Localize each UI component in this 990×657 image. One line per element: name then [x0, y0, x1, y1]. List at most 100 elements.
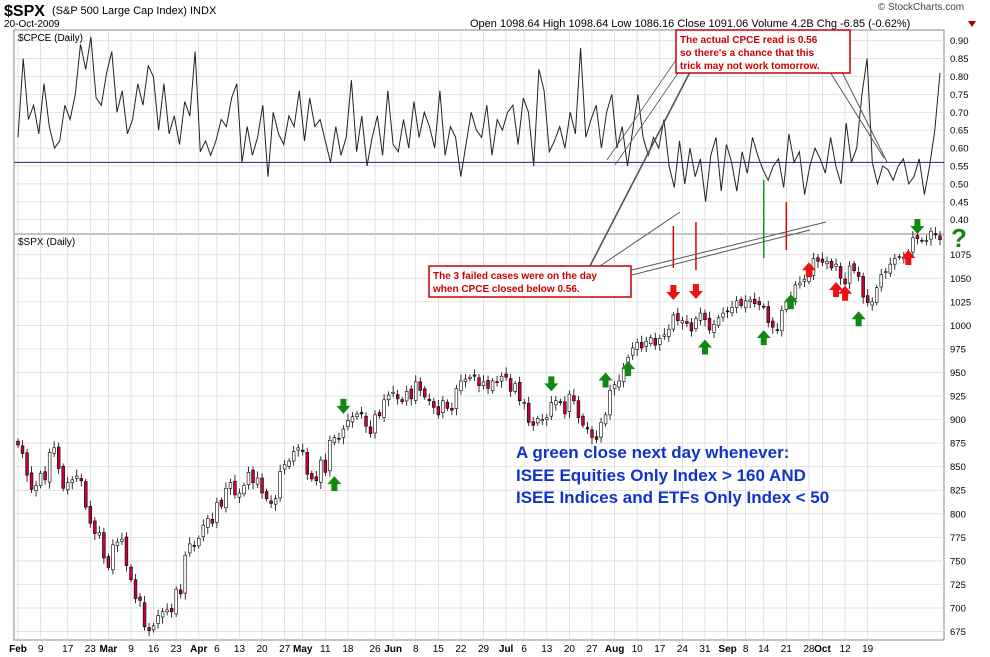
symbol-name: (S&P 500 Large Cap Index) INDX [52, 5, 217, 17]
candle-down [192, 545, 196, 547]
candle-up [97, 532, 102, 536]
candle-up [834, 263, 838, 267]
candle-down [301, 449, 305, 452]
candle-down [752, 298, 757, 305]
candle-up [404, 391, 409, 402]
candle-down [739, 299, 743, 306]
candle-down [147, 627, 151, 631]
candle-up [549, 402, 554, 417]
signal-line-3: ISEE Indices and ETFs Only Index < 50 [516, 488, 829, 507]
candle-up [870, 301, 874, 306]
cpce-y-tick-label: 0.85 [950, 54, 969, 65]
dropdown-caret-icon[interactable] [968, 21, 976, 27]
candle-up [635, 342, 639, 350]
candle-up [893, 258, 897, 265]
candle-up [888, 263, 892, 274]
candle-up [120, 538, 124, 542]
candle-down [938, 235, 942, 240]
candle-up [197, 537, 201, 547]
candle-up [545, 417, 549, 420]
spx-y-tick-label: 850 [950, 462, 966, 473]
candle-up [712, 324, 716, 333]
candle-down [377, 412, 382, 417]
candle-down [93, 520, 97, 534]
candle-up [391, 391, 395, 394]
candle-down [138, 596, 142, 601]
candle-up [246, 472, 251, 486]
signal-line-1: A green close next day whenever: [516, 443, 789, 462]
candle-up [228, 482, 233, 489]
candle-down [852, 263, 856, 272]
axis-layer: 0.40 0.45 0.50 0.55 0.60 0.65 0.70 0.75 0.80 0.85… [9, 36, 971, 655]
candle-down [269, 500, 273, 504]
candle-up [38, 472, 43, 486]
x-axis-label: Mar [99, 644, 117, 655]
spx-y-tick-label: 700 [950, 603, 966, 614]
cpce-y-tick-label: 0.70 [950, 108, 969, 119]
candle-down [915, 235, 920, 240]
candle-down [251, 469, 255, 483]
candle-up [115, 541, 120, 546]
x-axis-label: 23 [171, 644, 183, 655]
candle-down [124, 536, 129, 566]
spx-y-tick-label: 875 [950, 439, 966, 450]
candle-down [106, 556, 111, 568]
failed-cases-box: The 3 failed cases were on the day when … [428, 265, 632, 298]
x-axis-label: Jul [499, 644, 514, 655]
spx-y-tick-label: 775 [950, 533, 966, 544]
candle-up [382, 399, 386, 418]
red-down-arrow-icon [688, 283, 703, 299]
callout-pointer-line [599, 211, 681, 267]
candle-up [649, 337, 653, 344]
candle-up [490, 380, 495, 392]
spx-panel-title: $SPX (Daily) [18, 237, 75, 248]
candle-down [865, 295, 870, 304]
x-axis-label: Aug [605, 644, 624, 655]
cpce-y-tick-label: 0.75 [950, 90, 969, 101]
x-axis-label: 29 [478, 644, 490, 655]
candle-up [884, 271, 888, 273]
grid-layer [14, 30, 944, 640]
candle-up [75, 475, 79, 479]
candle-up [165, 609, 169, 613]
x-axis-label: 22 [455, 644, 467, 655]
x-axis-label: 18 [342, 644, 354, 655]
candle-down [838, 266, 843, 279]
signal-rule-text: A green close next day whenever: ISEE Eq… [516, 443, 829, 507]
candle-up [499, 375, 504, 382]
candle-up [897, 256, 902, 258]
candle-up [287, 460, 291, 467]
cpce-note-line-3: trick may not work tomorrow. [680, 61, 820, 72]
candle-up [734, 300, 739, 308]
candle-up [346, 420, 350, 428]
green-down-arrow-icon [336, 398, 351, 414]
candle-down [576, 400, 581, 418]
candle-up [414, 381, 418, 401]
cpce-y-tick-label: 0.55 [950, 162, 969, 173]
candle-up [658, 338, 662, 345]
symbol-label: $SPX [4, 3, 45, 20]
question-mark: ? [951, 223, 967, 253]
candle-down [640, 342, 644, 349]
candle-down [436, 406, 441, 416]
candle-up [468, 376, 472, 379]
candle-down [594, 436, 599, 440]
candle-up [296, 447, 300, 451]
x-axis-label: 12 [840, 644, 852, 655]
spx-y-tick-label: 900 [950, 415, 966, 426]
x-axis-label: Oct [814, 644, 831, 655]
candle-down [337, 437, 341, 440]
candle-down [20, 445, 25, 454]
candle-down [472, 374, 477, 377]
x-axis-label: 15 [433, 644, 445, 655]
x-axis-label: 27 [279, 644, 291, 655]
cpce-y-tick-label: 0.60 [950, 144, 969, 155]
candle-up [879, 274, 883, 288]
candle-up [242, 485, 246, 495]
candle-up [47, 452, 52, 483]
candle-up [206, 518, 210, 528]
x-axis-label: 13 [541, 644, 553, 655]
candle-up [355, 413, 359, 418]
signal-line-2: ISEE Equities Only Index > 160 AND [516, 466, 806, 485]
